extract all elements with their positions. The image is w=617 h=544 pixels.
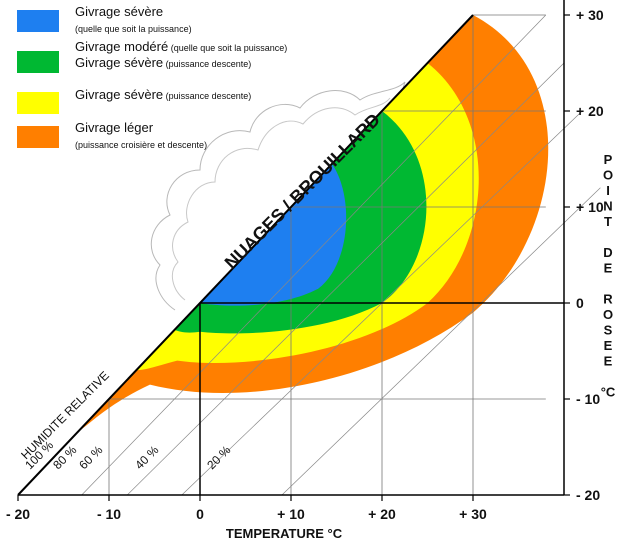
cloud-outline [150, 81, 406, 311]
y-tick-label: + 10 [576, 199, 604, 215]
y-axis-title-letter: E [604, 354, 613, 369]
y-axis-title-letter: I [606, 183, 610, 198]
x-tick-label: - 20 [6, 506, 30, 522]
legend-swatch [17, 92, 59, 114]
legend-swatch [17, 10, 59, 32]
y-axis-title-letter: E [604, 338, 613, 353]
rh-percent-label: 20 % [204, 443, 233, 472]
legend-text: Givrage sévère (puissance descente) [75, 87, 251, 102]
y-axis-title-letter: R [603, 292, 613, 307]
y-tick-label: - 10 [576, 391, 600, 407]
legend-text: (quelle que soit la puissance) [75, 24, 192, 34]
legend-text: Givrage modéré (quelle que soit la puiss… [75, 39, 287, 54]
saturation-line [17, 14, 474, 496]
y-tick-label: + 20 [576, 103, 604, 119]
y-axis-title-letter: O [603, 307, 613, 322]
x-tick-label: + 30 [459, 506, 487, 522]
y-axis-title-letter: °C [601, 385, 616, 400]
legend-text: (puissance croisière et descente) [75, 140, 207, 150]
legend-text: Givrage léger [75, 120, 154, 135]
legend-swatch [17, 51, 59, 73]
region-severe-icing [200, 163, 347, 306]
x-tick-label: - 10 [97, 506, 121, 522]
y-axis-title-letter: P [604, 152, 613, 167]
x-tick-label: + 10 [277, 506, 305, 522]
legend-text: Givrage sévère (puissance descente) [75, 55, 251, 70]
x-tick-label: + 20 [368, 506, 396, 522]
y-axis-title-letter: D [603, 245, 612, 260]
legend-text: Givrage sévère [75, 4, 163, 19]
y-tick-label: 0 [576, 295, 584, 311]
y-axis-title-letter: O [603, 168, 613, 183]
rh-curve [81, 14, 547, 496]
x-axis-title: TEMPERATURE °C [226, 526, 343, 541]
x-tick-label: 0 [196, 506, 204, 522]
rh-percent-label: 60 % [76, 443, 105, 472]
rh-curve [281, 187, 601, 496]
y-tick-label: + 30 [576, 7, 604, 23]
y-axis-title-letter: N [603, 199, 612, 214]
cloud-outline-inner [171, 97, 391, 301]
y-tick-label: - 20 [576, 487, 600, 503]
y-axis-title-letter: T [604, 214, 612, 229]
rh-percent-label: 40 % [132, 443, 161, 472]
legend-swatch [17, 126, 59, 148]
y-axis-title-letter: E [604, 261, 613, 276]
y-axis-title-letter: S [604, 323, 613, 338]
